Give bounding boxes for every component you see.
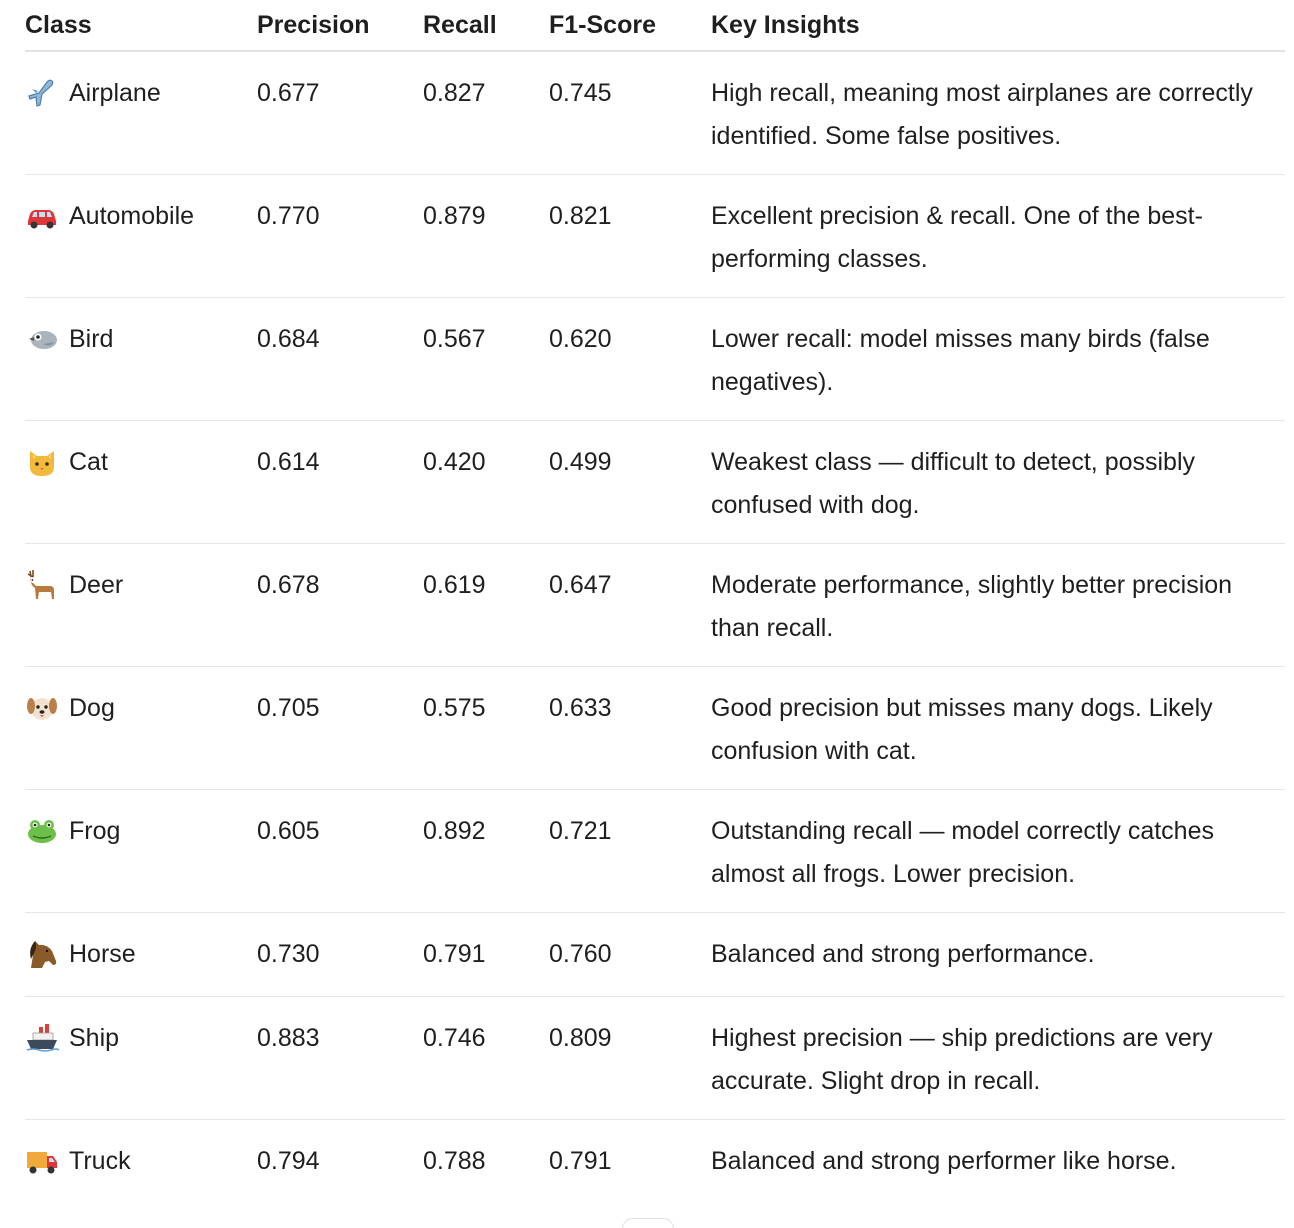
- insight-text: Moderate performance, slightly better pr…: [711, 543, 1285, 667]
- table-header-row: Class Precision Recall F1-Score Key Insi…: [25, 0, 1285, 52]
- class-label: Frog: [69, 817, 121, 845]
- table-row: Truck 0.794 0.788 0.791 Balanced and str…: [25, 1120, 1285, 1204]
- f1-value: 0.809: [549, 996, 711, 1120]
- f1-value: 0.499: [549, 420, 711, 544]
- ship-icon: [25, 1021, 59, 1055]
- class-label: Airplane: [69, 79, 161, 107]
- f1-value: 0.791: [549, 1147, 612, 1175]
- table-row: Deer 0.678 0.619 0.647 Moderate performa…: [25, 543, 1285, 667]
- class-label: Truck: [69, 1147, 131, 1175]
- precision-value: 0.677: [257, 51, 423, 175]
- table-row: Airplane 0.677 0.827 0.745 High recall, …: [25, 51, 1285, 175]
- insight-text: Weakest class — difficult to detect, pos…: [711, 420, 1285, 544]
- f1-value: 0.760: [549, 912, 711, 997]
- recall-value: 0.879: [423, 174, 549, 298]
- f1-value: 0.647: [549, 543, 711, 667]
- truck-icon: [25, 1144, 59, 1178]
- insight-text: Balanced and strong performance.: [711, 912, 1285, 997]
- bird-icon: [25, 322, 59, 356]
- precision-value: 0.794: [257, 1147, 320, 1175]
- f1-value: 0.745: [549, 51, 711, 175]
- precision-value: 0.678: [257, 543, 423, 667]
- class-label: Deer: [69, 571, 124, 599]
- header-key-insights: Key Insights: [711, 0, 1285, 52]
- table-row: Dog 0.705 0.575 0.633 Good precision but…: [25, 666, 1285, 790]
- table-row: Cat 0.614 0.420 0.499 Weakest class — di…: [25, 420, 1285, 544]
- recall-value: 0.791: [423, 912, 549, 997]
- table-row: Ship 0.883 0.746 0.809 Highest precision…: [25, 996, 1285, 1120]
- precision-value: 0.614: [257, 420, 423, 544]
- automobile-icon: [25, 199, 59, 233]
- header-recall: Recall: [423, 0, 549, 52]
- recall-value: 0.788: [423, 1147, 486, 1175]
- class-label: Ship: [69, 1024, 120, 1052]
- scroll-down-button[interactable]: [622, 1218, 674, 1228]
- table-row: Automobile 0.770 0.879 0.821 Excellent p…: [25, 174, 1285, 298]
- insight-text: Balanced and strong performer like horse…: [711, 1147, 1177, 1175]
- dog-icon: [25, 691, 59, 725]
- recall-value: 0.892: [423, 789, 549, 913]
- f1-value: 0.633: [549, 666, 711, 790]
- recall-value: 0.746: [423, 996, 549, 1120]
- horse-icon: [25, 937, 59, 971]
- class-label: Automobile: [69, 202, 195, 230]
- insight-text: Highest precision — ship predictions are…: [711, 996, 1285, 1120]
- class-label: Cat: [69, 448, 108, 476]
- precision-value: 0.883: [257, 996, 423, 1120]
- recall-value: 0.420: [423, 420, 549, 544]
- recall-value: 0.619: [423, 543, 549, 667]
- class-label: Bird: [69, 325, 114, 353]
- class-label: Dog: [69, 694, 115, 722]
- f1-value: 0.821: [549, 174, 711, 298]
- recall-value: 0.567: [423, 297, 549, 421]
- table-row: Horse 0.730 0.791 0.760 Balanced and str…: [25, 912, 1285, 997]
- header-precision: Precision: [257, 0, 423, 52]
- insight-text: Lower recall: model misses many birds (f…: [711, 297, 1285, 421]
- deer-icon: [25, 568, 59, 602]
- table-row: Frog 0.605 0.892 0.721 Outstanding recal…: [25, 789, 1285, 913]
- cat-icon: [25, 445, 59, 479]
- insight-text: Outstanding recall — model correctly cat…: [711, 789, 1285, 913]
- precision-value: 0.705: [257, 666, 423, 790]
- header-f1-score: F1-Score: [549, 0, 711, 52]
- precision-value: 0.730: [257, 912, 423, 997]
- class-metrics-table: Class Precision Recall F1-Score Key Insi…: [25, 0, 1285, 1203]
- airplane-icon: [25, 76, 59, 110]
- f1-value: 0.721: [549, 789, 711, 913]
- insight-text: Good precision but misses many dogs. Lik…: [711, 666, 1285, 790]
- metrics-table-container: Class Precision Recall F1-Score Key Insi…: [25, 0, 1285, 1203]
- insight-text: Excellent precision & recall. One of the…: [711, 174, 1285, 298]
- header-class: Class: [25, 0, 257, 52]
- precision-value: 0.684: [257, 297, 423, 421]
- table-row: Bird 0.684 0.567 0.620 Lower recall: mod…: [25, 297, 1285, 421]
- precision-value: 0.770: [257, 174, 423, 298]
- frog-icon: [25, 814, 59, 848]
- recall-value: 0.575: [423, 666, 549, 790]
- recall-value: 0.827: [423, 51, 549, 175]
- f1-value: 0.620: [549, 297, 711, 421]
- class-label: Horse: [69, 940, 136, 968]
- precision-value: 0.605: [257, 789, 423, 913]
- insight-text: High recall, meaning most airplanes are …: [711, 51, 1285, 175]
